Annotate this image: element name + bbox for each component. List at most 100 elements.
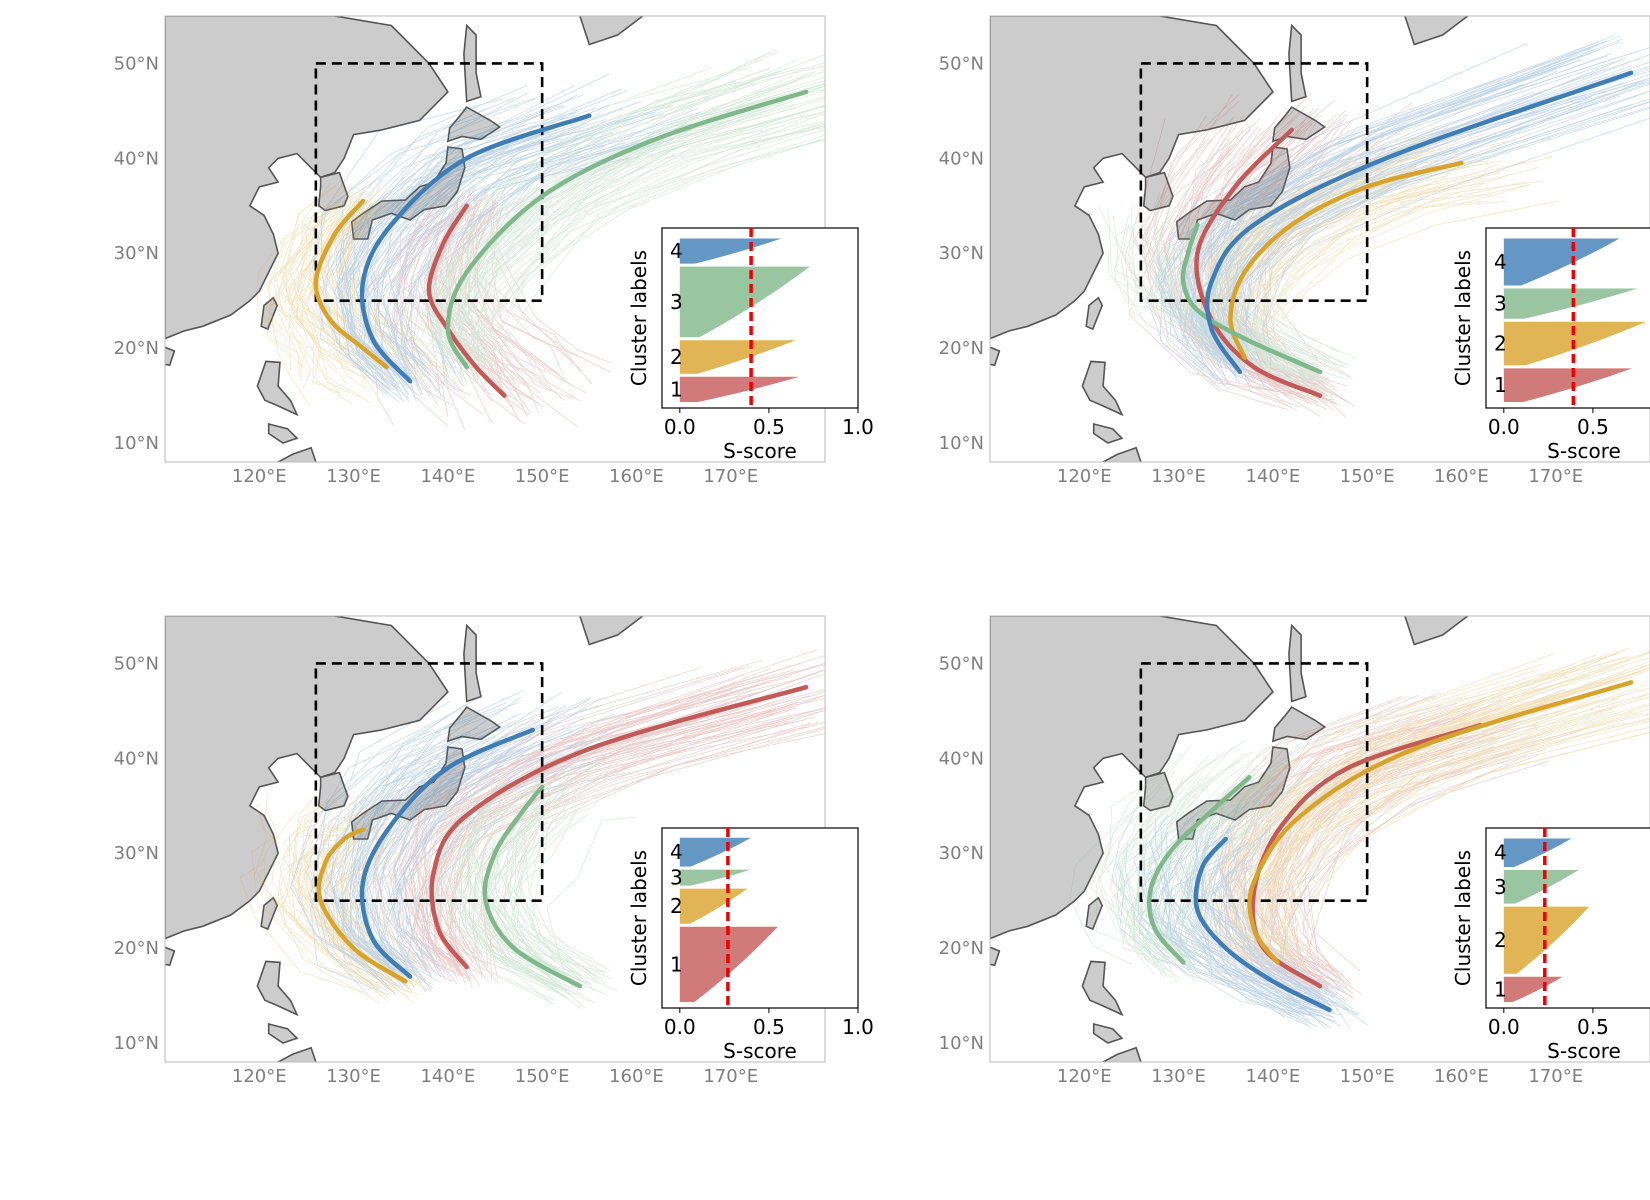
land-mass	[1142, 771, 1174, 812]
background-track	[1234, 656, 1631, 946]
background-track	[1111, 804, 1298, 991]
x-tick-label: 160°E	[1434, 466, 1489, 487]
land-mass	[260, 896, 279, 931]
background-track	[1232, 674, 1592, 966]
background-track	[1145, 809, 1244, 974]
background-track	[1133, 797, 1241, 978]
background-track	[344, 694, 484, 974]
background-track	[1095, 769, 1168, 952]
cluster-number-label: 2	[1494, 332, 1507, 356]
background-track	[435, 708, 825, 972]
background-track	[1160, 202, 1317, 359]
y-tick-label: 30°N	[114, 843, 159, 864]
inset-y-label: Cluster labels	[627, 250, 651, 386]
background-track	[1285, 701, 1554, 978]
inset-x-label: S-score	[723, 439, 797, 463]
land-mass	[1101, 1046, 1142, 1062]
background-track	[325, 828, 407, 987]
background-track	[1164, 138, 1304, 400]
background-track	[1257, 740, 1499, 991]
background-track	[297, 810, 390, 983]
background-track	[433, 72, 784, 362]
mean-track-cluster-3	[1180, 222, 1323, 375]
background-track	[457, 749, 567, 981]
background-track	[1143, 137, 1308, 391]
background-track	[1151, 858, 1316, 1018]
background-track	[351, 749, 523, 978]
background-track	[546, 816, 637, 991]
background-track	[1271, 687, 1650, 959]
background-track	[1184, 108, 1581, 381]
background-track	[1186, 60, 1606, 367]
background-track	[1239, 699, 1600, 977]
background-track	[1233, 212, 1351, 377]
background-track	[334, 825, 407, 975]
background-track	[472, 780, 583, 983]
silhouette-cluster-2	[679, 340, 796, 374]
y-tick-label: 50°N	[939, 53, 984, 74]
background-track	[419, 114, 748, 371]
background-track	[1148, 831, 1301, 1015]
background-track	[1225, 701, 1591, 972]
background-track	[1267, 703, 1514, 989]
background-track	[509, 775, 606, 973]
background-track	[1202, 178, 1418, 353]
background-track	[273, 190, 350, 364]
background-track	[342, 183, 431, 345]
background-track	[489, 122, 825, 375]
background-track	[1157, 252, 1316, 386]
background-track	[336, 766, 477, 989]
background-track	[1204, 668, 1577, 959]
background-track	[1210, 866, 1337, 1023]
land-mass	[165, 946, 176, 967]
background-track	[335, 145, 525, 389]
background-track	[349, 85, 575, 370]
background-track	[343, 209, 420, 395]
background-track	[1273, 156, 1553, 359]
background-track	[374, 694, 702, 965]
background-track	[1165, 794, 1264, 975]
background-track	[436, 68, 770, 354]
background-track	[1269, 693, 1650, 965]
background-track	[1206, 133, 1324, 398]
background-track	[1289, 748, 1547, 994]
background-track	[1230, 149, 1439, 349]
background-track	[1243, 746, 1496, 1006]
background-track	[1235, 217, 1346, 374]
background-track	[1126, 806, 1216, 973]
background-track	[359, 154, 580, 391]
background-track	[458, 728, 825, 984]
cluster-number-label: 1	[1494, 373, 1507, 397]
background-track	[402, 82, 734, 354]
background-track	[463, 756, 582, 976]
background-track	[332, 817, 432, 983]
background-track	[1115, 780, 1187, 970]
background-track	[255, 205, 327, 369]
cluster-number-label: 3	[670, 866, 683, 890]
background-track	[369, 88, 622, 364]
background-track	[333, 209, 398, 379]
background-track	[1230, 122, 1321, 392]
background-track	[1159, 69, 1558, 364]
background-track	[1198, 853, 1342, 1027]
background-track	[1265, 736, 1496, 985]
background-track	[381, 118, 608, 382]
background-track	[316, 709, 459, 959]
background-track	[407, 692, 759, 966]
background-track	[395, 131, 656, 396]
background-track	[453, 797, 563, 989]
background-track	[401, 217, 471, 396]
background-track	[1167, 787, 1252, 963]
background-track	[1262, 90, 1650, 362]
background-track	[529, 770, 607, 968]
y-tick-label: 30°N	[114, 243, 159, 264]
background-track	[1209, 679, 1570, 962]
background-track	[1180, 765, 1318, 964]
background-track	[348, 210, 443, 397]
background-track	[369, 703, 728, 981]
background-track	[445, 722, 812, 987]
background-track	[279, 208, 354, 376]
background-track	[1159, 195, 1307, 368]
background-track	[1132, 807, 1208, 976]
background-track	[1217, 211, 1330, 359]
